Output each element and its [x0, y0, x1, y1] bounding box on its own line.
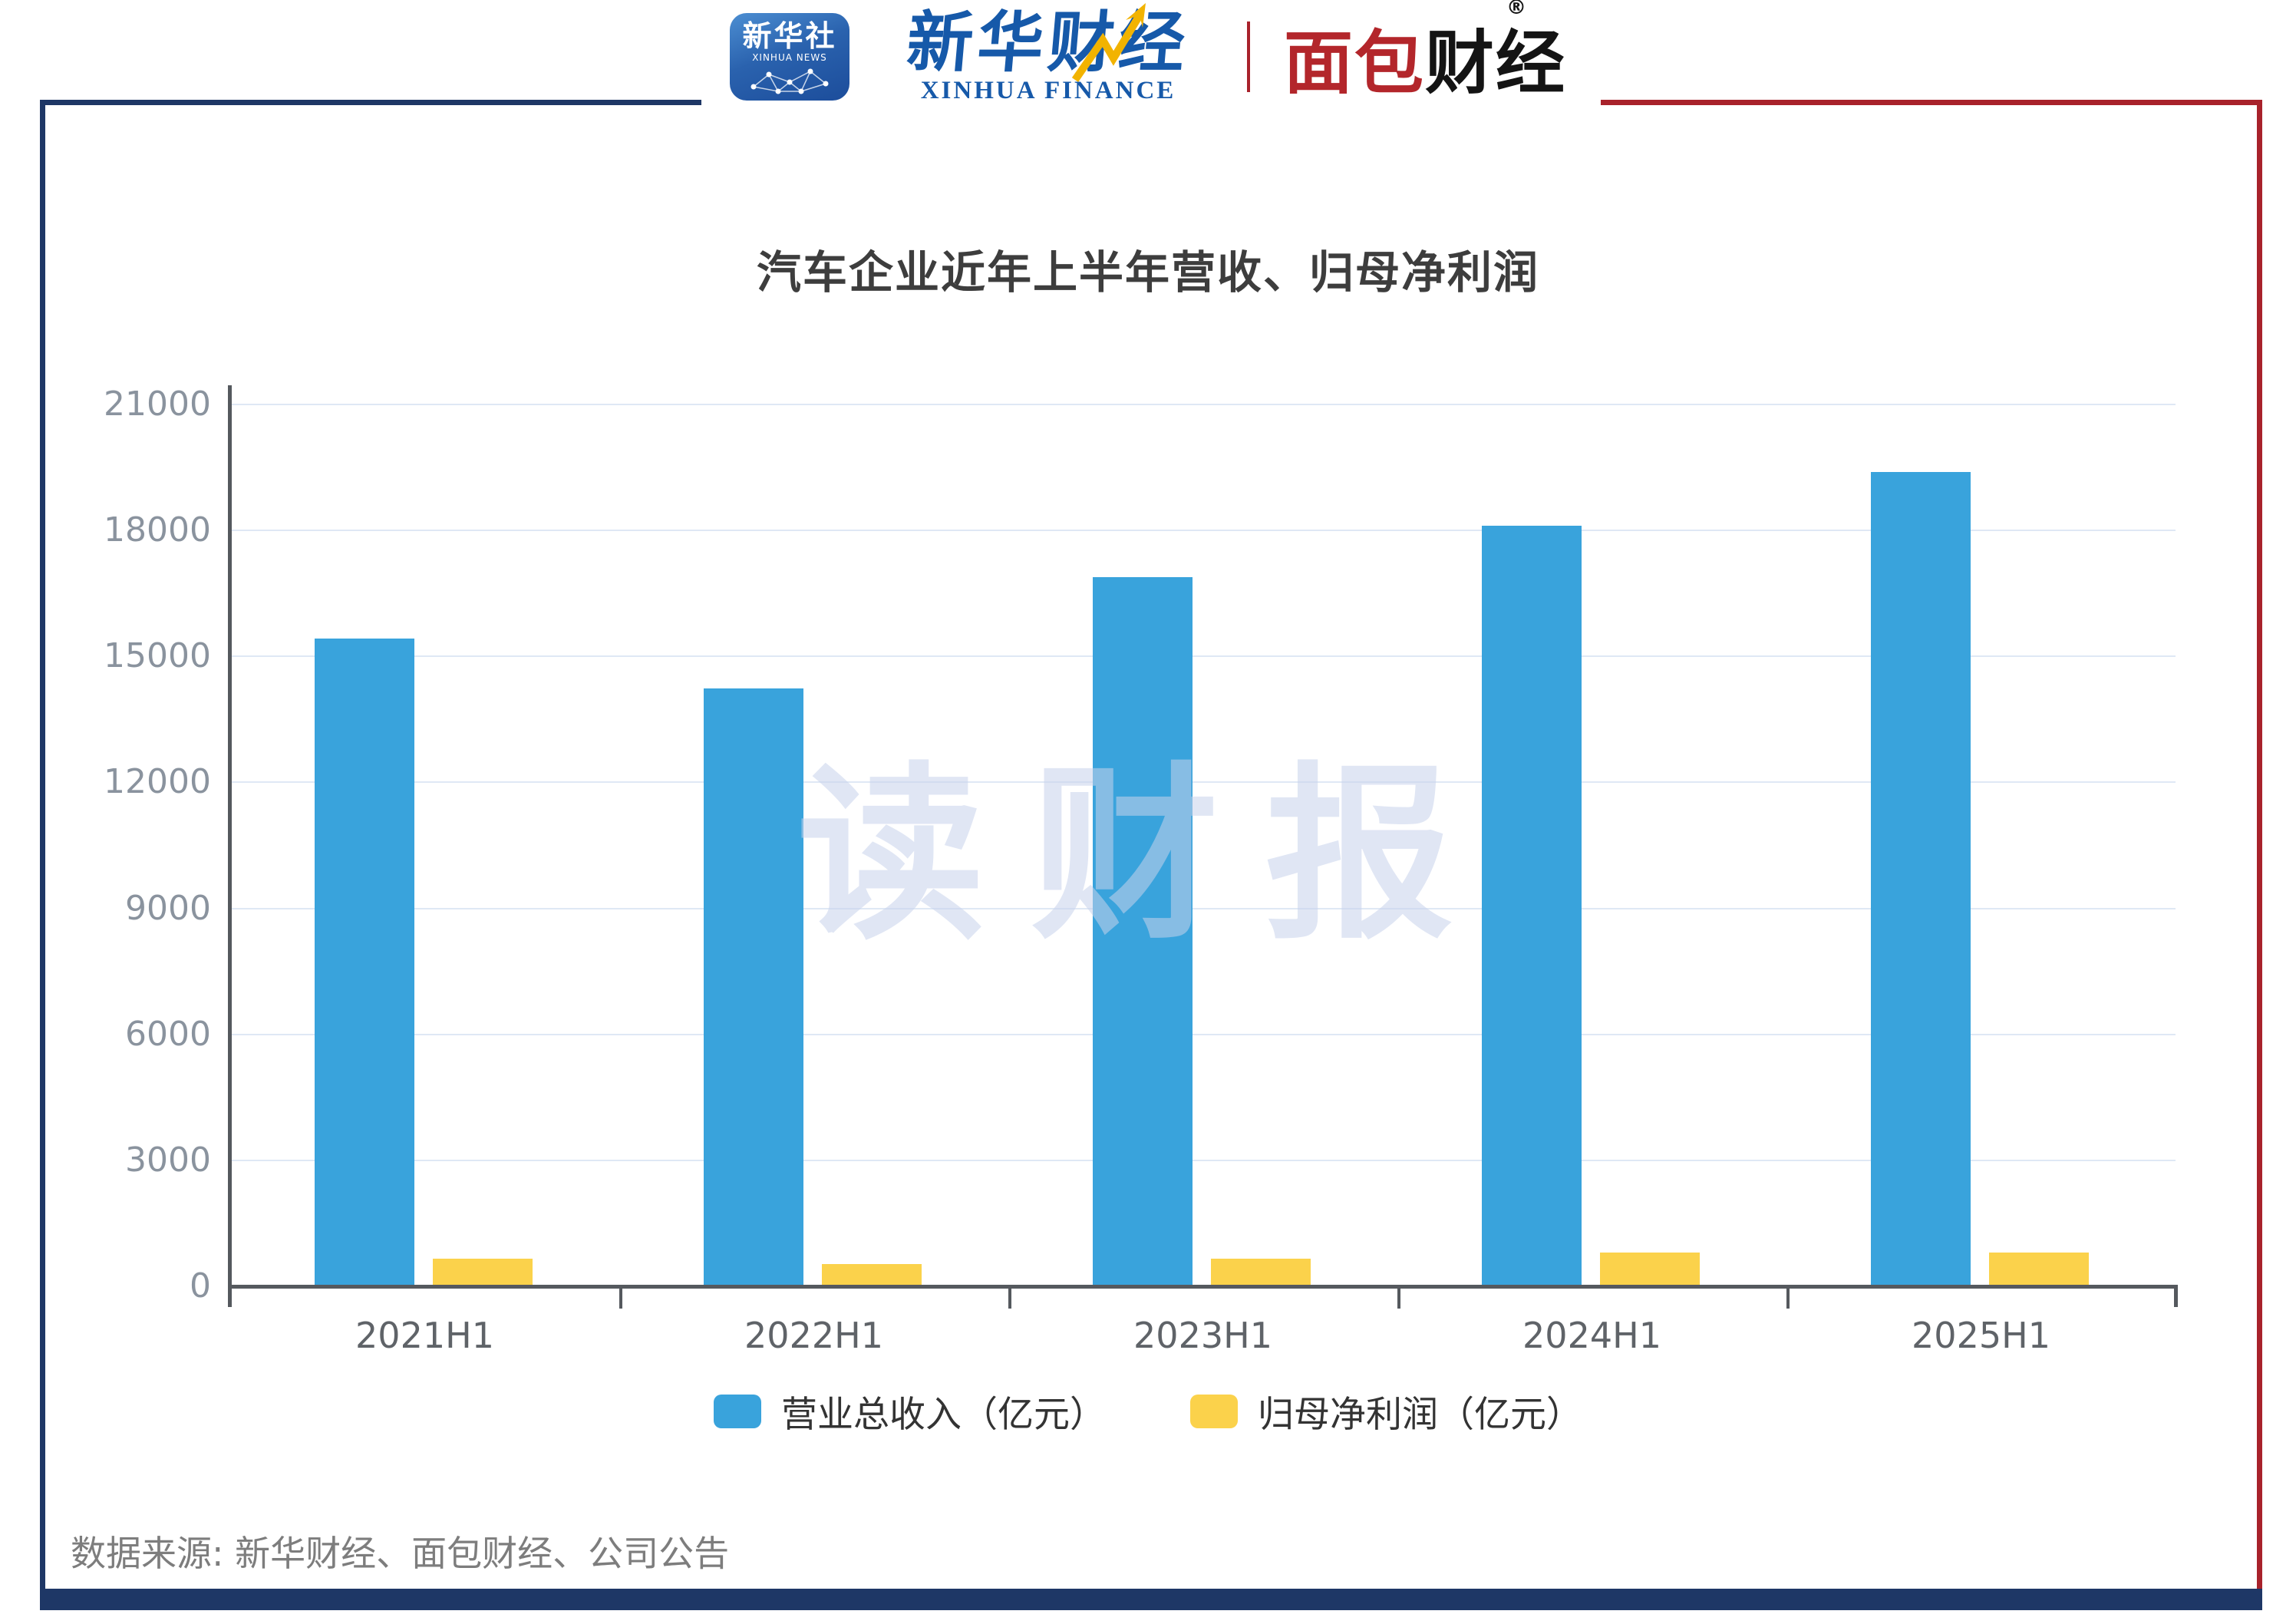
gridline-15000: [230, 655, 2176, 658]
legend-label: 归母净利润（亿元）: [1258, 1394, 1582, 1436]
legend-swatch-icon: [1190, 1394, 1238, 1428]
profit-bar-2024H1: [1600, 1253, 1700, 1286]
logo-divider: [1247, 21, 1250, 92]
x-axis-tick-4: [1786, 1286, 1790, 1309]
frame-left-border: [40, 100, 45, 1610]
y-axis-label-18000: 18000: [104, 510, 211, 550]
header: 新华社 XINHUA NEWS 新华财经 XI: [730, 0, 1566, 104]
gridline-21000: [230, 404, 2176, 405]
frame-top-right-line: [1601, 100, 2262, 105]
legend-swatch-icon: [714, 1394, 761, 1428]
y-axis-label-21000: 21000: [104, 385, 211, 424]
y-axis-line: [228, 385, 232, 1307]
y-axis-label-12000: 12000: [104, 762, 211, 802]
xinhua-news-logo-icon: 新华社 XINHUA NEWS: [730, 13, 849, 101]
y-axis-label-6000: 6000: [125, 1014, 211, 1054]
x-axis-line: [228, 1285, 2178, 1289]
x-axis-label-2021H1: 2021H1: [355, 1315, 494, 1356]
chart-legend: 营业总收入（亿元） 归母净利润（亿元）: [0, 1385, 2296, 1438]
xinhua-news-en: XINHUA NEWS: [752, 52, 827, 63]
legend-item-profit[interactable]: 归母净利润（亿元）: [1190, 1385, 1582, 1438]
revenue-bar-2023H1: [1093, 577, 1193, 1286]
profit-bar-2025H1: [1989, 1253, 2089, 1286]
profit-bar-2021H1: [433, 1259, 533, 1286]
x-axis-tick-2: [1008, 1286, 1011, 1309]
gridline-12000: [230, 781, 2176, 784]
x-axis-tick-3: [1397, 1286, 1400, 1309]
xinhua-news-cn: 新华社: [742, 19, 837, 53]
y-axis-label-9000: 9000: [125, 888, 211, 928]
y-axis-label-0: 0: [190, 1266, 211, 1305]
legend-label: 营业总收入（亿元）: [781, 1394, 1106, 1436]
gridline-3000: [230, 1159, 2176, 1161]
data-source-note: 数据来源: 新华财经、面包财经、公司公告: [71, 1533, 730, 1574]
mianbao-finance-logo: 面包财经 ®: [1284, 0, 1566, 107]
x-axis-end-tick: [2174, 1286, 2178, 1307]
mianbao-cn-black: 财经: [1425, 23, 1566, 104]
profit-bar-2022H1: [822, 1264, 922, 1286]
frame-bottom-bar: [40, 1589, 2262, 1610]
x-axis-label-2023H1: 2023H1: [1133, 1315, 1272, 1356]
revenue-bar-2025H1: [1871, 472, 1971, 1286]
legend-item-revenue[interactable]: 营业总收入（亿元）: [714, 1385, 1106, 1438]
revenue-bar-2024H1: [1482, 526, 1582, 1286]
registered-trademark-icon: ®: [1506, 0, 1526, 19]
revenue-bar-2021H1: [315, 639, 414, 1286]
gridline-9000: [230, 907, 2176, 909]
chart-title: 汽车企业近年上半年营收、归母净利润: [756, 246, 1539, 299]
network-pattern-icon: [750, 68, 829, 94]
mianbao-cn-red: 面包: [1284, 23, 1425, 104]
revenue-bar-2022H1: [704, 688, 803, 1286]
gridline-6000: [230, 1033, 2176, 1035]
x-axis-label-2025H1: 2025H1: [1912, 1315, 2050, 1356]
frame-top-left-line: [40, 100, 701, 105]
x-axis-label-2022H1: 2022H1: [744, 1315, 883, 1356]
y-axis-label-15000: 15000: [104, 636, 211, 676]
y-axis-label-3000: 3000: [125, 1140, 211, 1180]
frame-right-border: [2257, 100, 2262, 1610]
profit-bar-2023H1: [1211, 1259, 1311, 1286]
x-axis-tick-1: [619, 1286, 622, 1309]
x-axis-label-2024H1: 2024H1: [1522, 1315, 1661, 1356]
gridline-18000: [230, 530, 2176, 532]
